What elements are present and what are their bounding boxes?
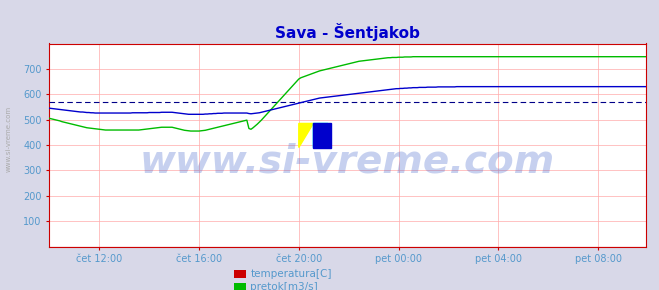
Text: www.si-vreme.com: www.si-vreme.com	[140, 142, 556, 180]
Text: pretok[m3/s]: pretok[m3/s]	[250, 282, 318, 290]
Title: Sava - Šentjakob: Sava - Šentjakob	[275, 23, 420, 41]
Bar	[313, 124, 331, 148]
Polygon shape	[313, 124, 328, 148]
Text: www.si-vreme.com: www.si-vreme.com	[5, 106, 11, 172]
Polygon shape	[299, 124, 313, 148]
Text: temperatura[C]: temperatura[C]	[250, 269, 332, 279]
